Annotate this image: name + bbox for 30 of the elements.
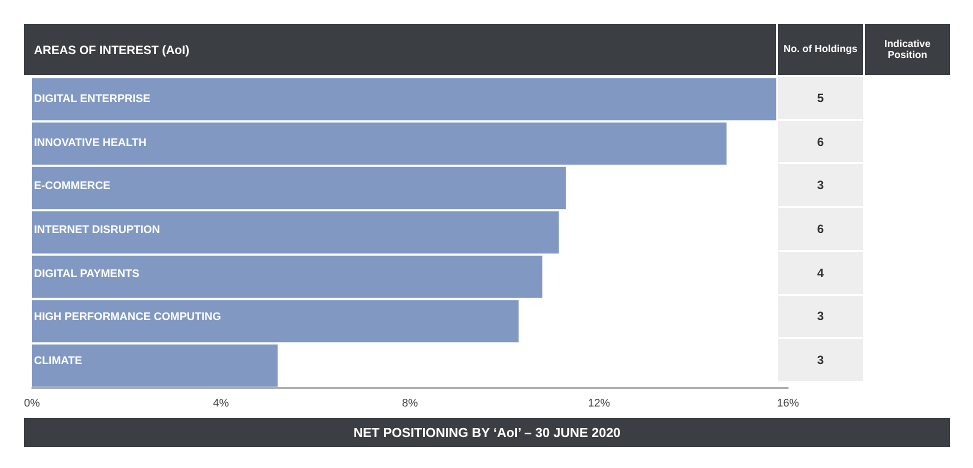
y-tick-label: INNOVATIVE HEALTH [34,136,146,151]
data-label: 5 [778,77,863,119]
y-tick-label: DIGITAL ENTERPRISE [34,92,150,107]
data-label: 6 [778,120,863,162]
text: No. of Holdings [778,24,863,75]
data-label: 3 [778,164,863,206]
bar [32,211,559,254]
data-label: 6 [778,208,863,250]
bar [32,78,776,120]
text: NET POSITIONING BY ‘AoI’ – 30 JUNE 2020 [24,418,950,447]
bar [32,344,278,387]
x-tick-label: 4% [213,397,230,410]
y-tick-label: DIGITAL PAYMENTS [34,266,140,282]
data-label: 3 [778,339,863,381]
bar [32,166,566,210]
chart-title: AREAS OF INTEREST (AoI) [24,24,776,75]
bar [32,122,727,165]
bar [32,300,519,342]
y-tick-label: CLIMATE [34,354,82,370]
y-tick-label: E-COMMERCE [34,179,110,194]
x-tick-label: 12% [588,397,610,410]
data-label: 4 [778,252,863,294]
text: Indicative Position [865,24,950,75]
y-tick-label: HIGH PERFORMANCE COMPUTING [34,310,221,326]
y-tick-label: INTERNET DISRUPTION [34,222,160,238]
x-tick-label: 16% [776,397,800,410]
data-label: 3 [778,296,863,338]
x-tick-label: 8% [402,397,418,410]
x-tick-label: 0% [24,397,40,410]
bar [32,256,542,298]
